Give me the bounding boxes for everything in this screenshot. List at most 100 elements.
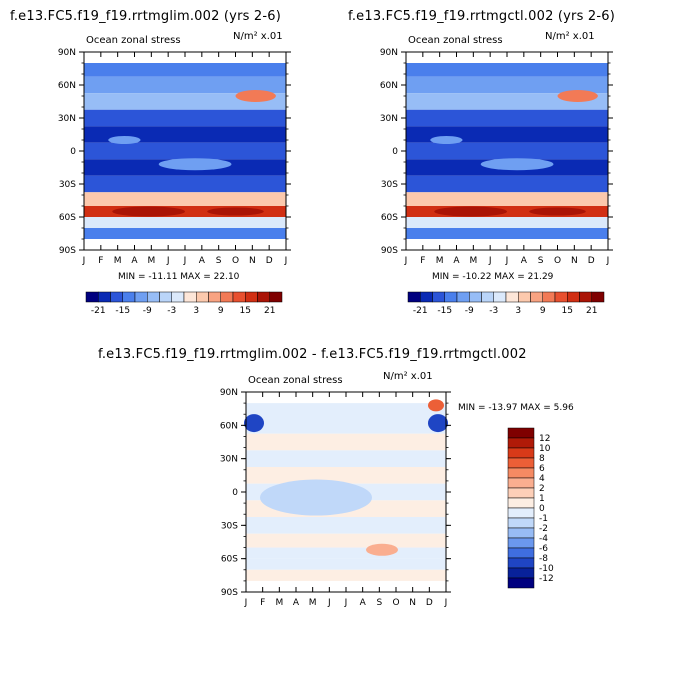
plot3-band [246,467,446,484]
plot2-max-blob [434,206,508,217]
plot2-x-label: F [420,256,425,266]
colorbar3-label: 12 [539,434,550,444]
plot3-x-label: J [244,598,248,608]
plot2-x-label: S [538,256,544,266]
colorbar2-swatch [567,291,580,303]
plot1-x-label: S [216,256,222,266]
colorbar3-swatch [507,527,535,539]
colorbar1-swatch [159,291,172,303]
plot3-y-label: 30S [221,521,238,531]
plot2-x-label: A [453,256,460,266]
colorbar2-label: -21 [413,306,428,316]
plot1-band [84,192,286,206]
colorbar1-swatch [269,291,283,303]
colorbar3-swatch [507,557,535,569]
plot3-y-label: 60N [220,421,238,431]
colorbar2-label: 9 [540,306,546,316]
plot3-x-label: M [309,598,317,608]
plot3-band [246,533,446,548]
colorbar2-swatch [542,291,556,303]
plot3-x-label: S [376,598,382,608]
colorbar1-swatch [122,291,136,303]
plot2-x-label: D [588,256,595,266]
colorbar3-swatch [507,427,535,439]
colorbar3-swatch [507,537,535,549]
chart1-subtitle: Ocean zonal stress [86,35,181,46]
plot1-westerly-blob [235,90,276,102]
colorbar3-swatch [507,487,535,499]
plot1-y-label: 90N [58,48,76,58]
colorbar3-swatch [507,547,535,559]
colorbar3-swatch [507,567,535,579]
colorbar2-label: -15 [437,306,452,316]
colorbar3-swatch [507,477,535,489]
plot2-band [406,192,608,206]
colorbar2-swatch [505,291,519,303]
colorbar1-label: -15 [115,306,130,316]
plot2-y-label: 90N [380,48,398,58]
colorbar1-swatch [171,291,185,303]
plot3-x-label: M [275,598,283,608]
plot2-y-label: 30N [380,114,398,124]
colorbar3-label: -6 [539,544,548,554]
plot3-y-label: 0 [232,488,238,498]
colorbar3-swatch [507,517,535,529]
plot2-x-label: M [436,256,444,266]
colorbar1-swatch [183,291,197,303]
colorbar1-swatch [134,291,148,303]
plot3-pos-blob [366,543,398,556]
plot1-x-label: N [249,256,256,266]
plot1-max-blob [207,207,264,216]
colorbar2-swatch [530,291,543,303]
colorbar3-label: 8 [539,454,545,464]
colorbar3-swatch [507,577,535,589]
colorbar3-swatch [507,467,535,479]
plot2-trade-blob [480,158,554,171]
plot1-x-label: D [266,256,273,266]
plot1-x-label: J [183,256,187,266]
colorbar2-swatch [518,291,531,303]
colorbar1-swatch [98,291,111,303]
colorbar3-label: 0 [539,504,545,514]
plot2-x-label: J [606,256,610,266]
colorbar1-swatch [147,291,160,303]
plot2-x-label: J [488,256,492,266]
chart2-units: N/m² x.01 [545,31,595,42]
plot3-x-label: J [344,598,348,608]
plot1-x-label: M [147,256,155,266]
colorbar1-swatch [85,291,99,303]
plot2-band [406,76,608,94]
plot1-x-label: J [82,256,86,266]
colorbar2-swatch [554,291,568,303]
plot2-x-label: A [521,256,528,266]
colorbar1-swatch [245,291,258,303]
plot1-band [84,142,286,160]
plot3-neg-blob [260,479,372,516]
colorbar1-swatch [196,291,209,303]
plot1-x-label: M [114,256,122,266]
plot3-x-label: O [392,598,399,608]
colorbar2-label: 3 [515,306,521,316]
plot2-y-label: 0 [392,147,398,157]
colorbar2-label: 15 [562,306,573,316]
colorbar2-swatch [420,291,433,303]
chart3-stats: MIN = -13.97 MAX = 5.96 [458,403,574,413]
plot1-x-label: J [166,256,170,266]
colorbar2-swatch [444,291,458,303]
plot1-trade-blob [158,158,232,171]
plot3-x-label: N [409,598,416,608]
colorbar3-label: 1 [539,494,545,504]
colorbar3-label: -12 [539,574,554,584]
plot3-x-label: A [360,598,367,608]
colorbar2-swatch [493,291,507,303]
plot3-band [246,450,446,467]
plot1-x-label: A [199,256,206,266]
chart1-stats: MIN = -11.11 MAX = 22.10 [118,272,240,282]
plot1-y-label: 60S [59,213,76,223]
plot2-y-label: 60N [380,81,398,91]
plot2-band [406,109,608,127]
colorbar3-swatch [507,497,535,509]
plot3-pos-blob [428,399,444,412]
plot1-y-label: 60N [58,81,76,91]
plot2-x-label: M [469,256,477,266]
